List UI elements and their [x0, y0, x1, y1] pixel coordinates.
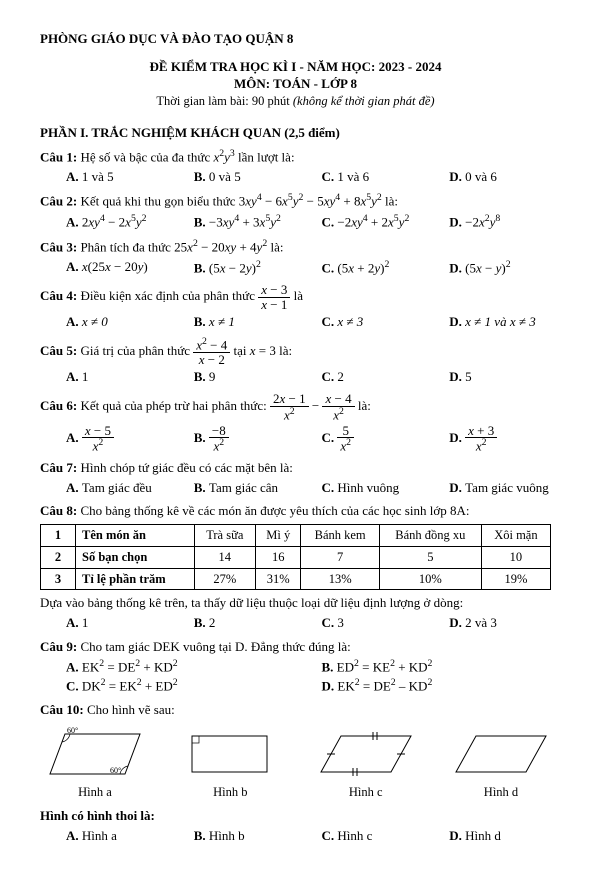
question-9: Câu 9: Cho tam giác DEK vuông tại D. Đẳn… [40, 638, 551, 695]
question-1: Câu 1: Hệ số và bậc của đa thức x2y3 lần… [40, 147, 551, 185]
exam-time: Thời gian làm bài: 90 phút (không kể thờ… [40, 93, 551, 110]
organization: PHÒNG GIÁO DỤC VÀ ĐÀO TẠO QUẬN 8 [40, 30, 551, 48]
figure-a: 60° 60° Hình a [40, 724, 150, 801]
question-3: Câu 3: Phân tích đa thức 25x2 − 20xy + 4… [40, 237, 551, 277]
question-4: Câu 4: Điều kiện xác định của phân thức … [40, 283, 551, 331]
exam-title-line2: MÔN: TOÁN - LỚP 8 [40, 75, 551, 93]
figure-c: Hình c [311, 724, 421, 801]
exam-title-line1: ĐỀ KIỂM TRA HỌC KÌ I - NĂM HỌC: 2023 - 2… [40, 58, 551, 76]
svg-text:60°: 60° [67, 726, 78, 735]
question-6: Câu 6: Kết quả của phép trừ hai phân thứ… [40, 392, 551, 453]
food-table: 1Tên món ăn Trà sữaMì ýBánh kemBánh đồng… [40, 524, 551, 591]
figure-d: Hình d [451, 724, 551, 801]
question-7: Câu 7: Hình chóp tứ giác đều có các mặt … [40, 459, 551, 496]
figure-b: Hình b [180, 724, 280, 801]
question-8: Câu 8: Cho bảng thống kê về các món ăn đ… [40, 502, 551, 631]
question-2: Câu 2: Kết quả khi thu gọn biểu thức 3xy… [40, 191, 551, 231]
question-5: Câu 5: Giá trị của phân thức x2 − 4x − 2… [40, 337, 551, 386]
svg-text:60°: 60° [110, 766, 121, 775]
section-1-heading: PHẦN I. TRẮC NGHIỆM KHÁCH QUAN (2,5 điểm… [40, 124, 551, 142]
question-10: Câu 10: Cho hình vẽ sau: 60° 60° Hình a … [40, 701, 551, 845]
